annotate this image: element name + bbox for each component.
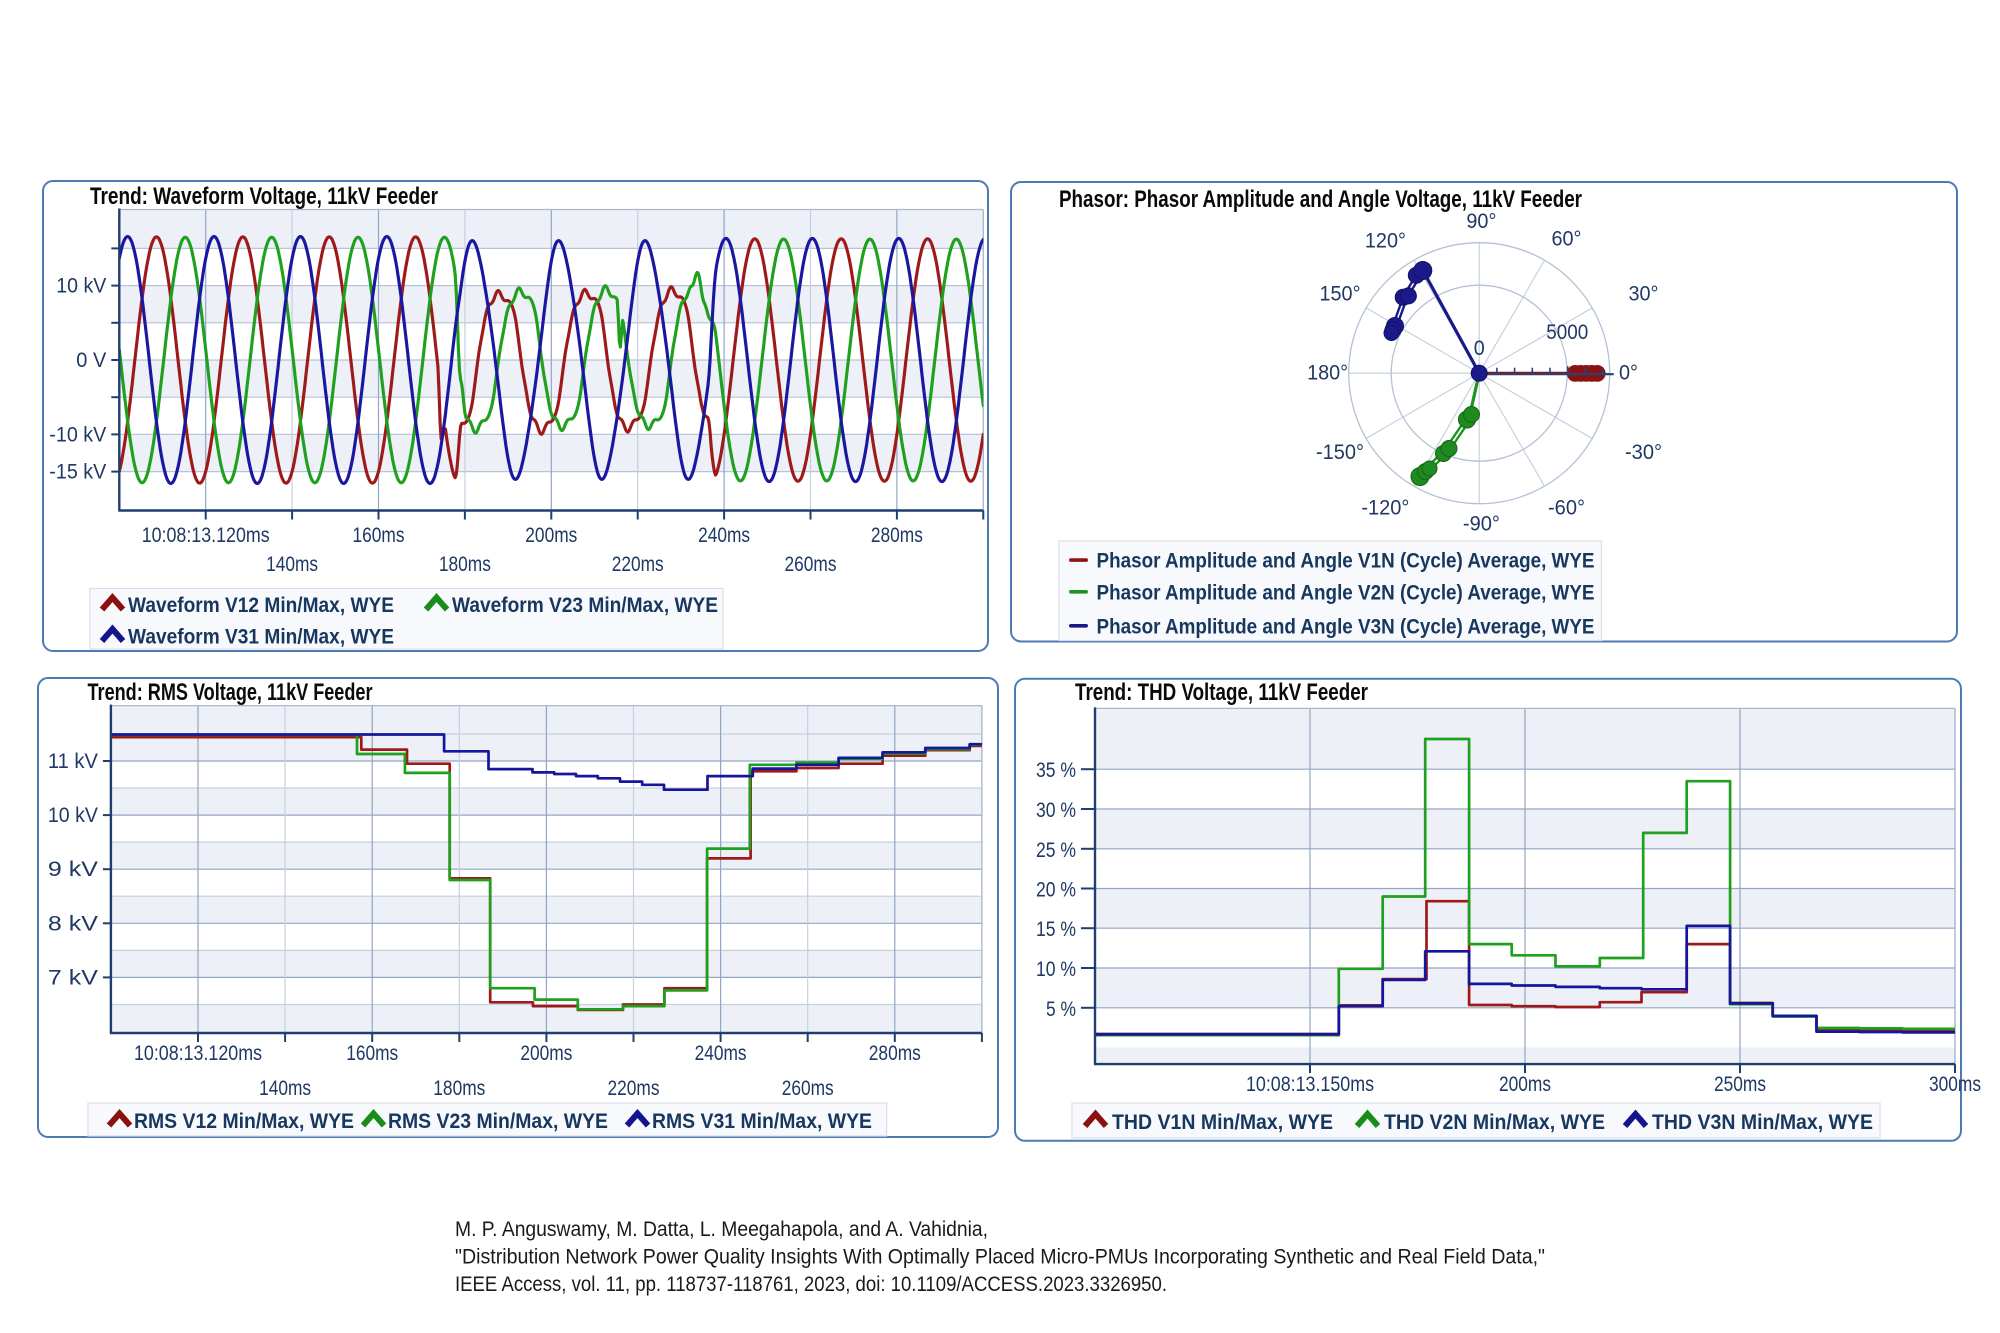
svg-text:220ms: 220ms	[612, 553, 664, 576]
svg-text:"Distribution Network Power Qu: "Distribution Network Power Quality Insi…	[455, 1245, 1545, 1269]
svg-text:10:08:13.150ms: 10:08:13.150ms	[1246, 1073, 1374, 1096]
svg-text:THD V1N Min/Max, WYE: THD V1N Min/Max, WYE	[1112, 1111, 1333, 1134]
svg-text:Waveform V23 Min/Max, WYE: Waveform V23 Min/Max, WYE	[452, 594, 718, 617]
svg-text:200ms: 200ms	[525, 524, 577, 547]
svg-text:200ms: 200ms	[1499, 1073, 1551, 1096]
svg-text:180ms: 180ms	[433, 1077, 485, 1100]
svg-text:240ms: 240ms	[695, 1042, 747, 1065]
svg-text:60°: 60°	[1552, 227, 1582, 250]
svg-text:9 kV: 9 kV	[48, 858, 98, 881]
svg-text:250ms: 250ms	[1714, 1073, 1766, 1096]
svg-text:260ms: 260ms	[785, 553, 837, 576]
svg-text:160ms: 160ms	[346, 1042, 398, 1065]
svg-text:20 %: 20 %	[1036, 879, 1076, 902]
svg-text:140ms: 140ms	[266, 553, 318, 576]
svg-text:Phasor: Phasor Amplitude and A: Phasor: Phasor Amplitude and Angle Volta…	[1059, 186, 1582, 213]
svg-text:THD V3N Min/Max, WYE: THD V3N Min/Max, WYE	[1652, 1111, 1873, 1134]
svg-text:Trend: THD Voltage, 11kV Feede: Trend: THD Voltage, 11kV Feeder	[1075, 679, 1368, 706]
svg-text:300ms: 300ms	[1929, 1073, 1981, 1096]
svg-text:180°: 180°	[1307, 362, 1348, 385]
svg-text:0°: 0°	[1619, 362, 1638, 385]
svg-text:-90°: -90°	[1463, 513, 1500, 536]
svg-text:Phasor Amplitude and Angle V3N: Phasor Amplitude and Angle V3N (Cycle) A…	[1097, 615, 1595, 638]
svg-text:180ms: 180ms	[439, 553, 491, 576]
svg-text:0: 0	[1474, 337, 1485, 360]
svg-text:Trend: RMS Voltage, 11kV Feede: Trend: RMS Voltage, 11kV Feeder	[88, 679, 373, 706]
svg-text:30°: 30°	[1629, 283, 1659, 306]
svg-text:10 %: 10 %	[1036, 958, 1076, 981]
svg-text:-120°: -120°	[1361, 496, 1409, 519]
svg-text:10 kV: 10 kV	[48, 804, 98, 827]
svg-text:260ms: 260ms	[782, 1077, 834, 1100]
svg-text:Phasor Amplitude and Angle V2N: Phasor Amplitude and Angle V2N (Cycle) A…	[1097, 581, 1595, 604]
svg-text:30 %: 30 %	[1036, 799, 1076, 822]
svg-text:10:08:13.120ms: 10:08:13.120ms	[142, 524, 270, 547]
svg-text:5000: 5000	[1546, 321, 1588, 344]
svg-text:Waveform V31 Min/Max, WYE: Waveform V31 Min/Max, WYE	[128, 626, 394, 649]
svg-text:0 V: 0 V	[76, 349, 106, 372]
svg-text:5 %: 5 %	[1046, 998, 1076, 1021]
svg-text:240ms: 240ms	[698, 524, 750, 547]
svg-text:150°: 150°	[1320, 283, 1361, 306]
svg-text:280ms: 280ms	[869, 1042, 921, 1065]
svg-text:15 %: 15 %	[1036, 918, 1076, 941]
svg-text:120°: 120°	[1365, 230, 1406, 253]
svg-text:90°: 90°	[1466, 210, 1496, 233]
svg-text:10 kV: 10 kV	[56, 275, 106, 298]
svg-text:35 %: 35 %	[1036, 759, 1076, 782]
svg-text:RMS V31 Min/Max, WYE: RMS V31 Min/Max, WYE	[652, 1110, 872, 1133]
svg-text:THD V2N Min/Max, WYE: THD V2N Min/Max, WYE	[1384, 1111, 1605, 1134]
svg-text:IEEE Access, vol. 11, pp. 1187: IEEE Access, vol. 11, pp. 118737-118761,…	[455, 1272, 1167, 1296]
svg-text:-30°: -30°	[1625, 441, 1662, 464]
svg-text:140ms: 140ms	[259, 1077, 311, 1100]
svg-text:Waveform V12 Min/Max, WYE: Waveform V12 Min/Max, WYE	[128, 594, 394, 617]
svg-text:-60°: -60°	[1548, 496, 1585, 519]
svg-text:-10 kV: -10 kV	[49, 423, 106, 446]
svg-text:200ms: 200ms	[520, 1042, 572, 1065]
svg-text:-150°: -150°	[1316, 441, 1364, 464]
svg-text:RMS V12 Min/Max, WYE: RMS V12 Min/Max, WYE	[134, 1110, 354, 1133]
svg-text:160ms: 160ms	[353, 524, 405, 547]
svg-text:11 kV: 11 kV	[48, 750, 98, 773]
svg-text:Trend: Waveform Voltage, 11kV: Trend: Waveform Voltage, 11kV Feeder	[90, 183, 438, 210]
svg-text:-15 kV: -15 kV	[49, 461, 106, 484]
svg-text:Phasor Amplitude and Angle V1N: Phasor Amplitude and Angle V1N (Cycle) A…	[1097, 550, 1595, 573]
svg-text:25 %: 25 %	[1036, 839, 1076, 862]
svg-text:220ms: 220ms	[608, 1077, 660, 1100]
svg-text:M. P. Anguswamy, M. Datta, L.: M. P. Anguswamy, M. Datta, L. Meegahapol…	[455, 1217, 988, 1241]
svg-text:RMS V23 Min/Max, WYE: RMS V23 Min/Max, WYE	[388, 1110, 608, 1133]
svg-text:7 kV: 7 kV	[48, 966, 98, 989]
svg-text:280ms: 280ms	[871, 524, 923, 547]
svg-text:8 kV: 8 kV	[48, 912, 98, 935]
svg-text:10:08:13.120ms: 10:08:13.120ms	[134, 1042, 262, 1065]
